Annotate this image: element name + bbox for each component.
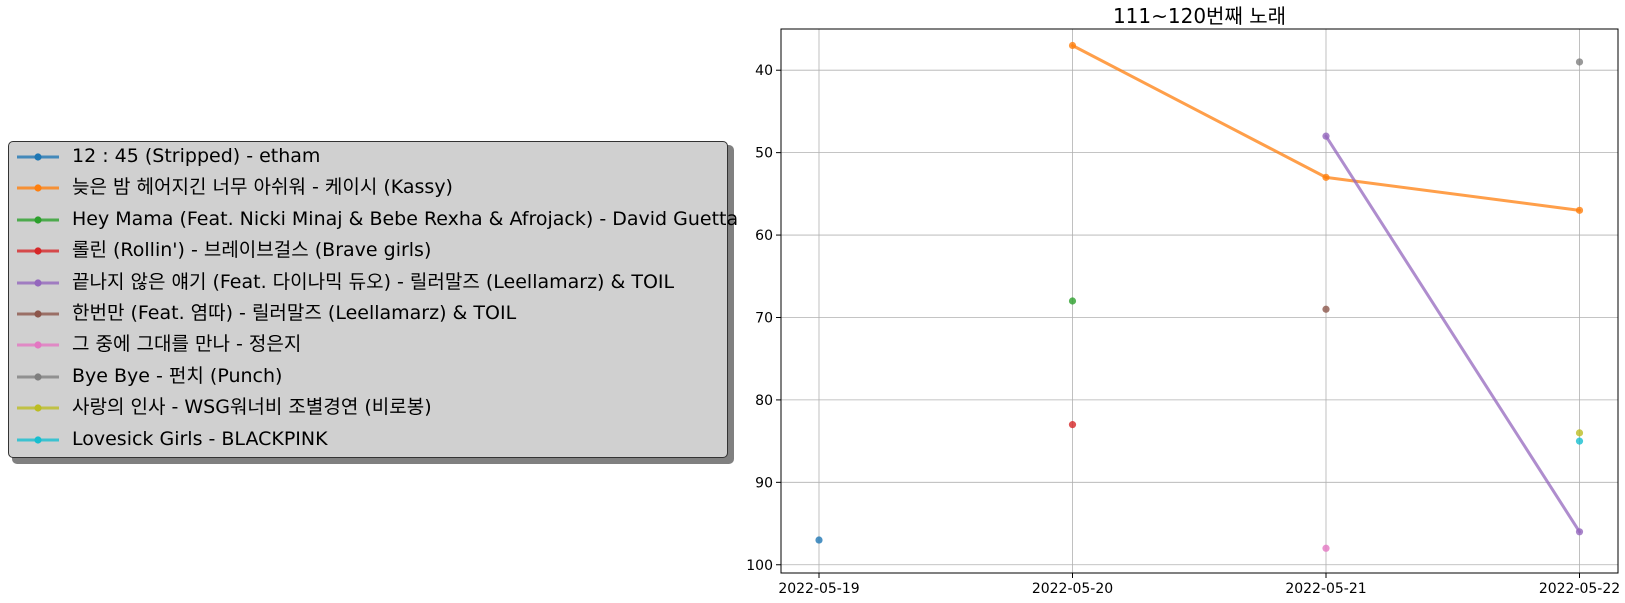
y-tick-label: 40 (755, 63, 773, 79)
plot-frame (780, 28, 1619, 574)
data-point-2 (1068, 41, 1077, 50)
data-point-3 (1068, 297, 1077, 305)
legend-label: 12 : 45 (Stripped) - etham (72, 145, 321, 167)
legend-item: 한번만 (Feat. 염따) - 릴러말즈 (Leellamarz) & TOI… (9, 299, 727, 329)
legend-swatch (17, 153, 59, 161)
series-line-2 (1324, 175, 1581, 212)
y-tick-label: 80 (755, 393, 773, 409)
legend-swatch (17, 247, 59, 255)
legend-swatch (17, 278, 59, 287)
data-point-9 (1575, 429, 1584, 437)
legend-label: 늦은 밤 헤어지긴 너무 아쉬워 - 케이시 (Kassy) (72, 176, 453, 199)
x-tick-label: 2022-05-21 (1285, 581, 1366, 597)
y-tick-label: 70 (755, 310, 773, 326)
legend-item: Bye Bye - 펀치 (Punch) (9, 362, 727, 392)
legend-label: 한번만 (Feat. 염따) - 릴러말즈 (Leellamarz) & TOI… (72, 302, 517, 324)
data-point-1 (815, 536, 823, 544)
series-line-5 (1324, 134, 1581, 534)
legend-label: 끝나지 않은 얘기 (Feat. 다이나믹 듀오) - 릴러말즈 (Leella… (72, 270, 675, 293)
legend-item: Lovesick Girls - BLACKPINK (9, 425, 727, 455)
legend-label: Bye Bye - 펀치 (Punch) (72, 364, 283, 387)
y-tick-label: 90 (755, 475, 773, 491)
y-tick-label: 100 (746, 558, 773, 574)
legend-swatch (17, 184, 59, 192)
legend: 12 : 45 (Stripped) - etham 늦은 밤 헤어지긴 너무 아… (8, 141, 738, 458)
legend-label: 사랑의 인사 - WSG워너비 조별경연 (비로봉) (72, 396, 432, 419)
data-point-5 (1322, 132, 1330, 140)
legend-item: 끝나지 않은 얘기 (Feat. 다이나믹 듀오) - 릴러말즈 (Leella… (9, 268, 727, 298)
x-tick-label: 2022-05-20 (1032, 581, 1113, 597)
x-tick-label: 2022-05-19 (778, 581, 859, 597)
legend-item: 12 : 45 (Stripped) - etham (9, 142, 727, 172)
series-line-2 (1071, 43, 1328, 179)
legend-label: Hey Mama (Feat. Nicki Minaj & Bebe Rexha… (72, 207, 739, 230)
data-point-5 (1575, 528, 1584, 536)
data-point-6 (1322, 305, 1330, 313)
legend-item: 늦은 밤 헤어지긴 너무 아쉬워 - 케이시 (Kassy) (9, 173, 727, 203)
legend-item: 사랑의 인사 - WSG워너비 조별경연 (비로봉) (9, 393, 727, 423)
y-tick-label: 60 (755, 228, 773, 244)
chart-title: 111~120번째 노래 (1113, 4, 1286, 28)
legend-swatch (17, 341, 59, 349)
data-point-2 (1575, 206, 1584, 214)
legend-swatch (17, 435, 59, 444)
legend-item: 그 중에 그대를 만나 - 정은지 (9, 330, 727, 360)
y-tick-label: 50 (755, 146, 773, 162)
data-point-10 (1575, 437, 1584, 445)
data-point-2 (1322, 173, 1330, 181)
data-point-7 (1322, 544, 1330, 552)
legend-label: 롤린 (Rollin') - 브레이브걸스 (Brave girls) (72, 239, 432, 262)
legend-item: Hey Mama (Feat. Nicki Minaj & Bebe Rexha… (9, 205, 738, 235)
legend-label: 그 중에 그대를 만나 - 정은지 (72, 333, 302, 356)
data-point-4 (1068, 421, 1077, 429)
legend-swatch (17, 404, 59, 412)
legend-label: Lovesick Girls - BLACKPINK (72, 427, 328, 450)
legend-swatch (17, 310, 59, 318)
legend-swatch (17, 373, 59, 381)
data-point-8 (1575, 58, 1584, 66)
x-tick-label: 2022-05-22 (1539, 581, 1620, 597)
legend-swatch (17, 216, 59, 224)
legend-item: 롤린 (Rollin') - 브레이브걸스 (Brave girls) (9, 236, 727, 266)
